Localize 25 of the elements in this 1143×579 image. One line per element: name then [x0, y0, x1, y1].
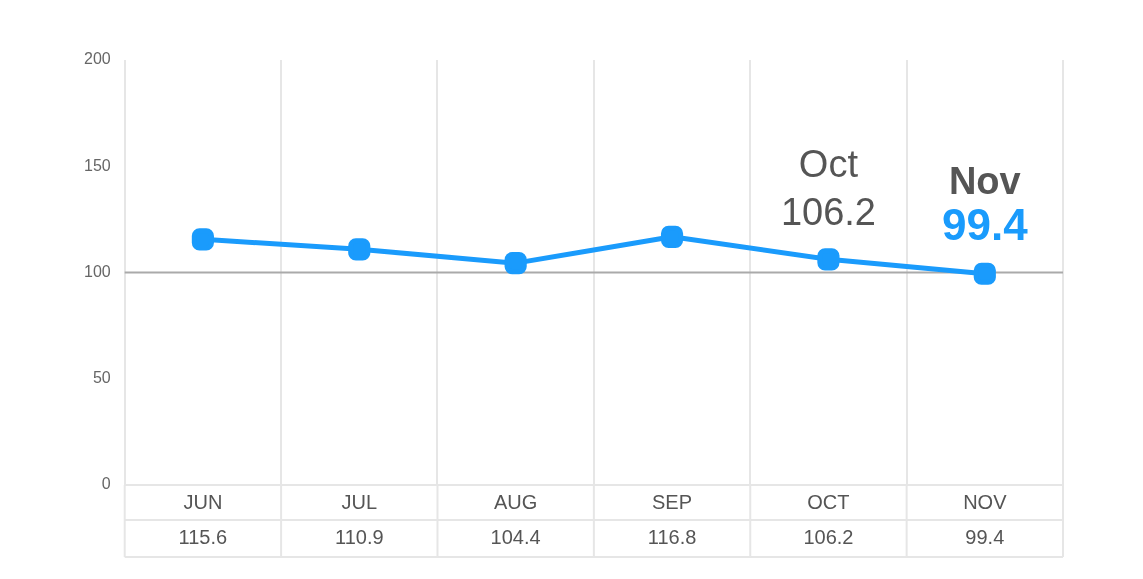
- data-label: 115.6: [178, 526, 228, 549]
- point: [660, 225, 684, 248]
- x-tick-label: NOV: [963, 490, 1008, 513]
- y-tick-label: 50: [92, 369, 111, 387]
- data-label: 104.4: [490, 526, 541, 549]
- data-label: 106.2: [803, 526, 854, 549]
- data-label: 99.4: [965, 526, 1005, 549]
- annotation: Oct 106.2: [780, 143, 876, 234]
- x-tick-label: OCT: [807, 490, 850, 513]
- y-tick-label: 100: [83, 262, 111, 280]
- x-tick-label: AUG: [493, 490, 538, 513]
- point: [348, 238, 371, 261]
- point: [504, 252, 527, 275]
- x-tick-label: JUL: [341, 490, 378, 513]
- data-label: 110.9: [334, 526, 384, 549]
- y-tick-label: 150: [83, 156, 111, 174]
- x-tick-label: JUN: [183, 490, 223, 513]
- y-tick-label: 200: [83, 50, 111, 68]
- y-tick-label: 0: [101, 475, 111, 493]
- point: [817, 248, 840, 271]
- point: [973, 262, 996, 285]
- point: [191, 228, 214, 251]
- annotation: Nov 99.4: [941, 159, 1029, 249]
- data-label: 116.8: [647, 526, 697, 549]
- x-tick-label: SEP: [652, 490, 693, 513]
